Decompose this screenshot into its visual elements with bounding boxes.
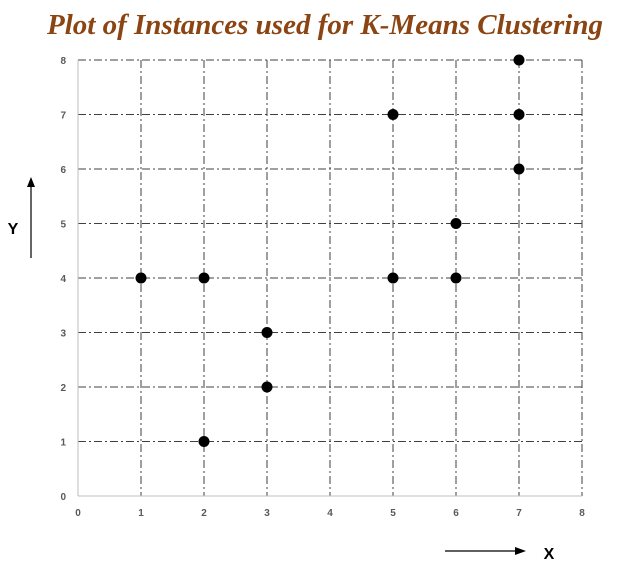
y-tick-label: 5 (60, 220, 66, 231)
y-tick-label: 4 (60, 274, 66, 285)
grid-lines (78, 59, 583, 496)
y-axis-arrowhead (27, 177, 35, 187)
x-tick-label: 8 (579, 508, 585, 519)
data-point (513, 54, 525, 66)
y-axis-indicator: Y (8, 177, 35, 258)
x-tick-label: 4 (327, 508, 333, 519)
x-tick-label: 5 (390, 508, 396, 519)
x-tick-label: 1 (138, 508, 144, 519)
y-tick-label: 7 (60, 111, 66, 122)
data-points (135, 54, 525, 447)
y-tick-label: 0 (60, 492, 66, 503)
data-point (450, 218, 462, 229)
y-tick-label: 3 (60, 329, 66, 340)
x-tick-label: 2 (201, 508, 207, 519)
chart-title: Plot of Instances used for K-Means Clust… (46, 9, 603, 41)
tick-labels: 0 1 2 3 4 5 6 7 8 0 1 2 3 4 5 6 7 8 (60, 56, 585, 519)
data-point (198, 272, 210, 284)
data-point (261, 381, 273, 393)
x-axis-indicator: X (445, 546, 555, 563)
x-tick-label: 6 (453, 508, 459, 519)
y-axis-label: Y (8, 221, 19, 238)
x-tick-label: 3 (264, 508, 270, 519)
axes (77, 60, 582, 497)
data-point (513, 163, 525, 175)
y-tick-label: 2 (60, 383, 66, 394)
data-point (387, 109, 399, 120)
data-point (450, 272, 462, 284)
data-point (135, 272, 147, 284)
y-tick-label: 6 (60, 165, 66, 176)
x-axis-arrowhead (515, 547, 526, 555)
data-point (387, 272, 399, 284)
data-point (261, 327, 273, 338)
y-tick-label: 1 (60, 438, 66, 449)
y-tick-label: 8 (60, 56, 66, 67)
data-point (198, 436, 210, 447)
x-tick-label: 0 (75, 508, 81, 519)
data-point (513, 109, 525, 120)
x-tick-label: 7 (516, 508, 522, 519)
x-axis-label: X (544, 546, 555, 563)
